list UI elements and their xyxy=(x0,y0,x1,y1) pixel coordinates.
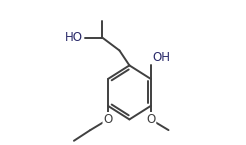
Text: HO: HO xyxy=(65,31,83,44)
Text: O: O xyxy=(146,113,155,126)
Text: OH: OH xyxy=(153,51,171,64)
Text: O: O xyxy=(103,113,113,126)
